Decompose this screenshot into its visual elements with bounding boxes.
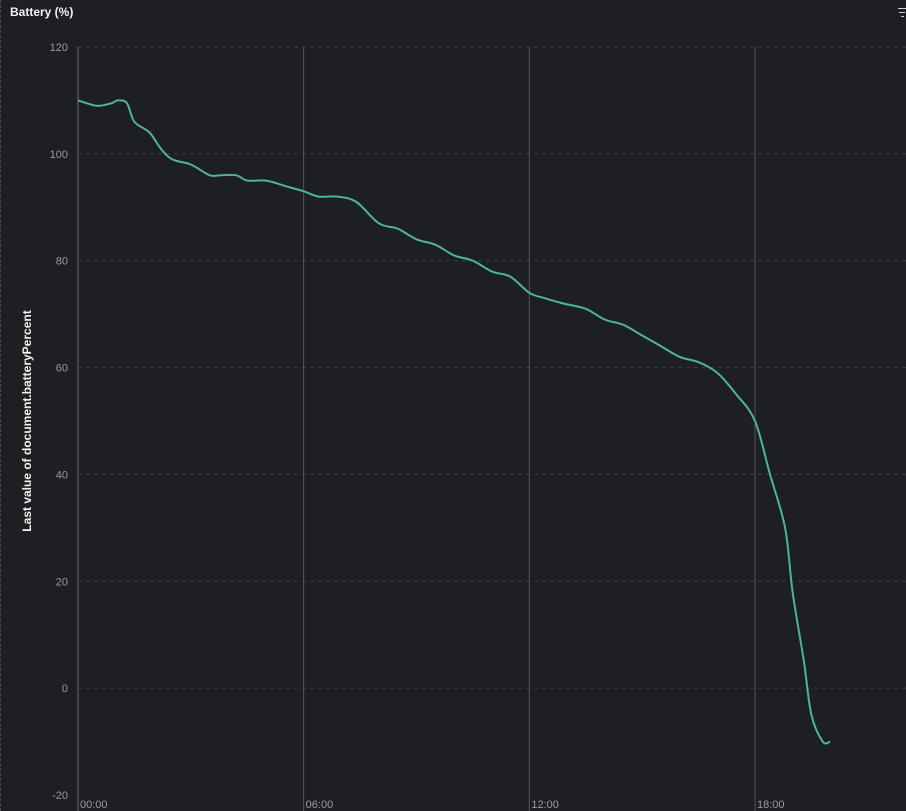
y-tick-label: 40	[56, 469, 68, 481]
y-axis-label: Last value of document.batteryPercent	[20, 310, 34, 531]
y-tick-label: 120	[50, 42, 68, 54]
x-tick-label: 18:00	[757, 799, 785, 811]
y-tick-label: 0	[62, 683, 68, 695]
x-tick-label: 12:00	[531, 799, 559, 811]
y-axis-ticks: 120 100 80 60 40 20 0 -20	[50, 42, 68, 802]
x-axis-ticks: 00:00 06:00 12:00 18:00	[80, 799, 785, 811]
battery-series-line	[77, 99, 831, 745]
x-tick-label: 00:00	[80, 799, 108, 811]
y-tick-label: 100	[50, 149, 68, 161]
filter-menu-icon[interactable]	[898, 4, 906, 18]
y-tick-label: 20	[56, 576, 68, 588]
x-tick-label: 06:00	[306, 799, 334, 811]
y-tick-label: 60	[56, 363, 68, 375]
chart-grid	[77, 46, 906, 811]
chart-series	[77, 99, 831, 745]
y-tick-label: 80	[56, 256, 68, 268]
panel-title: Battery (%)	[10, 5, 74, 19]
y-tick-label: -20	[52, 790, 68, 802]
